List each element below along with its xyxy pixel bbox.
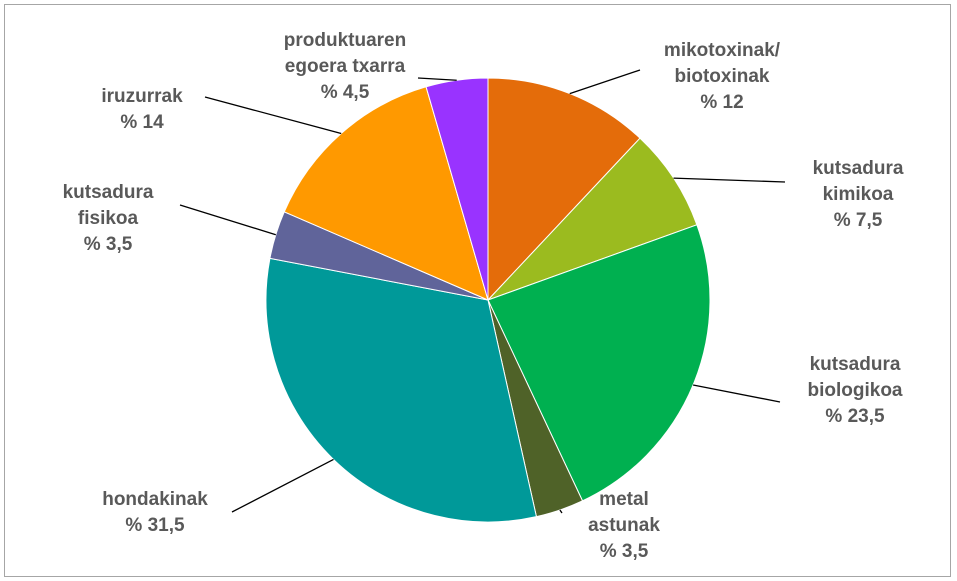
pie-slice xyxy=(487,224,711,502)
value-label: % 31,5 xyxy=(125,515,185,536)
slice-label: mikotoxinak/ biotoxinak % 12 xyxy=(664,38,780,116)
slice-label: hondakinak % 31,5 xyxy=(102,487,208,539)
slice-label: produktuaren egoera txarra % 4,5 xyxy=(284,28,406,106)
slice-label: kutsadura kimikoa % 7,5 xyxy=(813,156,904,234)
value-label: % 14 xyxy=(120,112,164,133)
pie-slice xyxy=(425,77,489,301)
value-label: % 4,5 xyxy=(320,82,370,103)
leader-line xyxy=(417,77,457,81)
pie-slice xyxy=(487,77,641,302)
category-label: iruzurrak xyxy=(101,86,183,107)
value-label: % 3,5 xyxy=(83,234,133,255)
leader-line xyxy=(231,458,334,513)
leader-line xyxy=(569,69,641,95)
category-label: kutsadura kimikoa xyxy=(812,158,904,205)
slice-label: metal astunak % 3,5 xyxy=(588,487,660,565)
leader-line xyxy=(179,204,277,236)
slice-label: iruzurrak % 14 xyxy=(101,84,182,136)
pie-slice xyxy=(487,137,698,301)
category-label: produktuaren egoera txarra xyxy=(283,30,407,77)
leader-line xyxy=(673,177,786,183)
leader-line xyxy=(559,509,563,514)
value-label: % 12 xyxy=(700,92,744,113)
category-label: kutsadura fisikoa xyxy=(62,182,154,229)
category-label: hondakinak xyxy=(102,489,208,510)
chart-frame xyxy=(4,4,951,577)
leader-line xyxy=(204,96,342,135)
category-label: metal astunak xyxy=(588,489,660,536)
category-label: mikotoxinak/ biotoxinak xyxy=(663,40,781,87)
value-label: % 3,5 xyxy=(599,541,649,562)
slice-label: kutsadura biologikoa % 23,5 xyxy=(808,352,903,430)
value-label: % 23,5 xyxy=(825,406,885,427)
value-label: % 7,5 xyxy=(833,210,883,231)
leader-line xyxy=(692,384,781,403)
category-label: kutsadura biologikoa xyxy=(807,354,903,401)
slice-label: kutsadura fisikoa % 3,5 xyxy=(63,180,154,258)
